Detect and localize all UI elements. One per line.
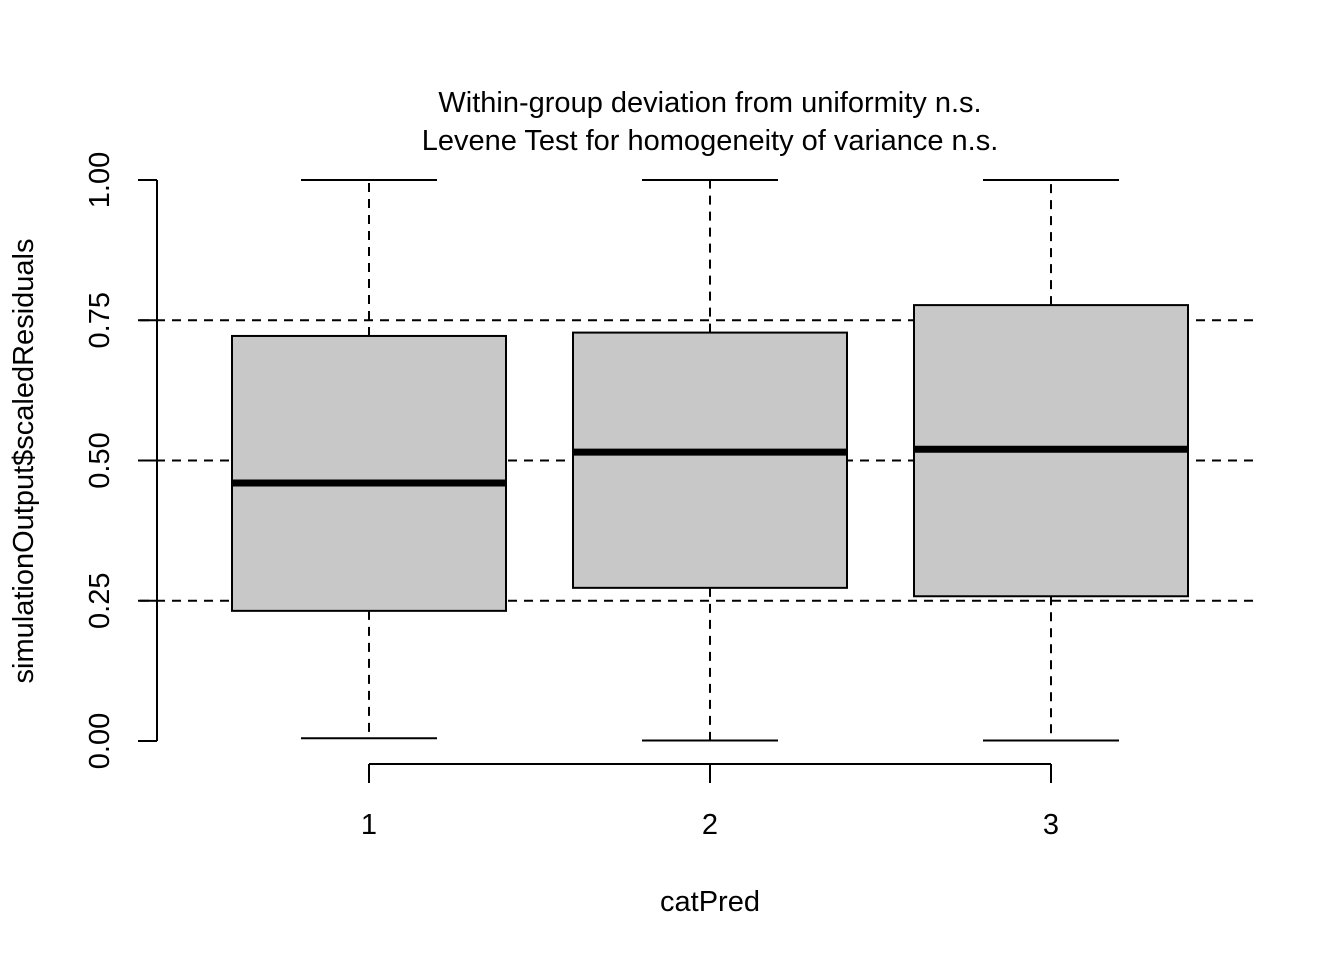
x-tick-label-1: 1 [361, 809, 377, 841]
box-group-3 [913, 179, 1189, 742]
boxes-group [231, 179, 1189, 742]
y-tick-label-0: 0.00 [84, 713, 116, 769]
x-axis-title: catPred [660, 886, 760, 918]
x-tick-label-3: 3 [1043, 809, 1059, 841]
x-tick-label-2: 2 [702, 809, 718, 841]
chart-title-line-2: Levene Test for homogeneity of variance … [422, 125, 999, 157]
y-tick-label-2: 0.50 [84, 432, 116, 488]
box-group-1 [231, 179, 507, 740]
chart-title-line-1: Within-group deviation from uniformity n… [438, 87, 981, 119]
y-tick-label-1: 0.25 [84, 573, 116, 629]
box-1 [231, 334, 507, 612]
y-axis-title: simulationOutput$scaledResiduals [8, 239, 40, 684]
box-group-2 [572, 179, 848, 742]
x-axis: 1 2 3 [361, 763, 1059, 841]
y-axis: 0.00 0.25 0.50 0.75 1.00 [84, 152, 158, 769]
y-tick-label-3: 0.75 [84, 292, 116, 348]
y-tick-label-4: 1.00 [84, 152, 116, 208]
box-2 [572, 331, 848, 589]
